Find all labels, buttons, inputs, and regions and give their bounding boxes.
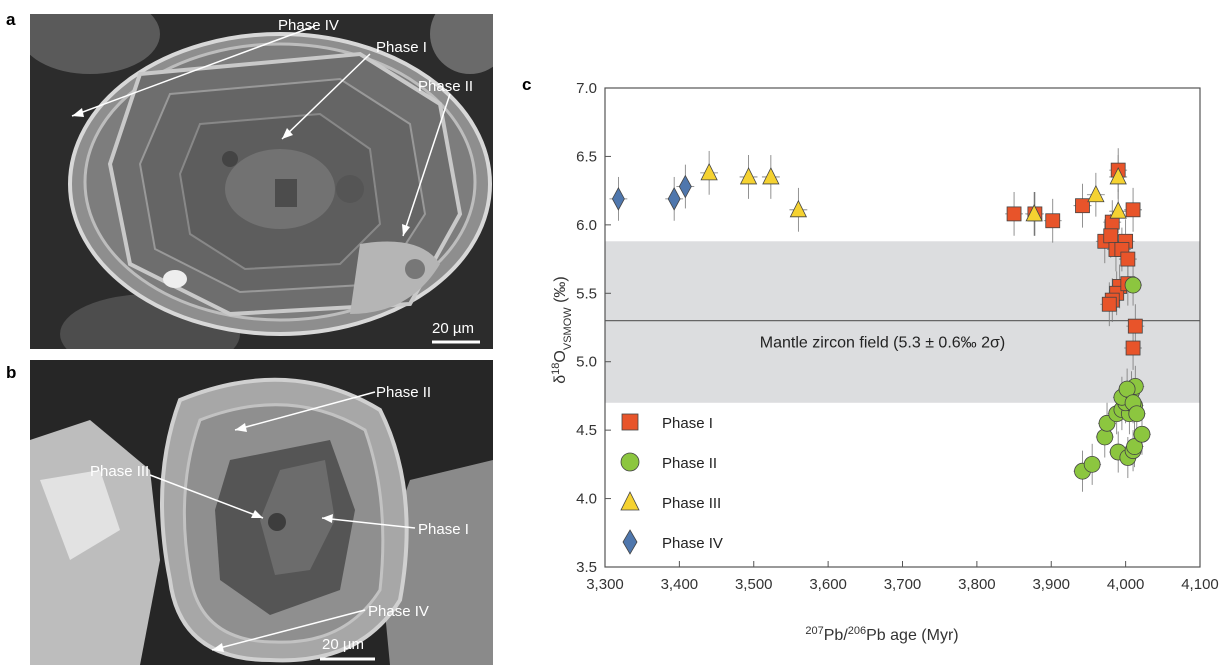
legend-marker-phase-iv (622, 529, 638, 555)
x-tick-label: 3,300 (586, 576, 624, 593)
point-phase-ii (1126, 438, 1143, 455)
point-phase-iv (611, 187, 625, 211)
label-b-phase-iii: Phase III (90, 463, 149, 480)
mantle-field-label: Mantle zircon field (5.3 ± 0.6‰ 2σ) (760, 335, 1005, 352)
legend-label: Phase II (662, 455, 717, 472)
panel-letter-a: a (6, 10, 16, 29)
x-tick-label: 3,500 (735, 576, 773, 593)
legend-label: Phase I (662, 415, 713, 432)
point-phase-ii (1133, 425, 1151, 443)
x-tick-label: 3,900 (1032, 576, 1070, 593)
scale-bar-a: 20 µm (432, 320, 474, 337)
micrograph-b: Phase II Phase III Phase I Phase IV 20 µ… (30, 360, 493, 665)
legend-label: Phase III (662, 495, 721, 512)
panel-letter-b: b (6, 363, 17, 382)
x-tick-label: 4,000 (1107, 576, 1145, 593)
point-phase-i (1075, 198, 1090, 214)
point-phase-iii (1025, 204, 1043, 222)
y-tick-label: 6.0 (576, 217, 597, 234)
y-tick-label: 5.5 (576, 285, 597, 302)
point-phase-iv (667, 187, 681, 211)
x-tick-label: 3,700 (884, 576, 922, 593)
point-phase-iii (1109, 201, 1127, 219)
point-phase-iii (1109, 167, 1127, 185)
label-a-phase-ii: Phase II (418, 78, 473, 95)
legend-marker-phase-iii (620, 491, 640, 511)
x-tick-label: 3,600 (809, 576, 847, 593)
point-phase-i (1006, 206, 1022, 222)
isotope-age-scatter-chart: Mantle zircon field (5.3 ± 0.6‰ 2σ) 3,300… (550, 80, 1219, 644)
legend-label: Phase IV (662, 535, 723, 552)
y-tick-label: 3.5 (576, 559, 597, 576)
y-tick-label: 7.0 (576, 80, 597, 97)
point-phase-i (1125, 202, 1141, 218)
point-phase-iii (789, 199, 808, 218)
y-tick-label: 4.5 (576, 422, 597, 439)
panel-letter-c: c (522, 75, 532, 94)
label-b-phase-iv: Phase IV (368, 603, 429, 620)
label-b-phase-ii: Phase II (376, 384, 431, 401)
x-tick-label: 4,100 (1181, 576, 1219, 593)
x-tick-label: 3,400 (661, 576, 699, 593)
point-phase-ii (1128, 405, 1146, 423)
point-phase-ii (1083, 455, 1101, 473)
legend-marker-phase-ii (620, 452, 640, 472)
mantle-field-band (605, 241, 1200, 403)
point-phase-i (1045, 213, 1061, 229)
legend-marker-phase-i (621, 413, 639, 431)
point-phase-iii (762, 167, 780, 185)
point-phase-i (1125, 340, 1141, 356)
point-phase-ii (1124, 276, 1142, 294)
point-phase-i (1103, 228, 1119, 244)
point-phase-i (1127, 318, 1143, 334)
y-tick-label: 6.5 (576, 148, 597, 165)
point-phase-i (1101, 296, 1117, 312)
point-phase-iv (678, 174, 692, 199)
scale-bar-b: 20 µm (322, 636, 364, 653)
x-tick-label: 3,800 (958, 576, 996, 593)
micrograph-a: Phase IV Phase I Phase II 20 µm (30, 14, 493, 349)
point-phase-i (1120, 251, 1136, 267)
point-phase-iii (1087, 184, 1105, 203)
point-phase-iii (700, 162, 718, 181)
y-tick-label: 4.0 (576, 491, 597, 508)
x-axis-label: 207Pb/206Pb age (Myr) (805, 625, 958, 644)
point-phase-iii (739, 167, 758, 185)
label-a-phase-iv: Phase IV (278, 17, 339, 34)
label-b-phase-i: Phase I (418, 521, 469, 538)
y-tick-label: 5.0 (576, 354, 597, 371)
label-a-phase-i: Phase I (376, 39, 427, 56)
y-axis-label: δ18OVSMOW (‰) (550, 276, 574, 384)
